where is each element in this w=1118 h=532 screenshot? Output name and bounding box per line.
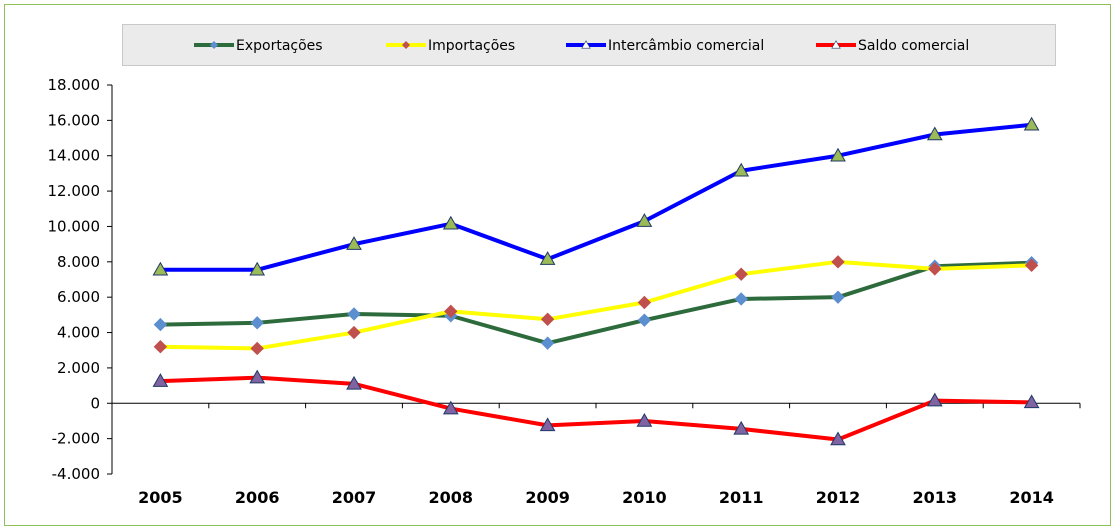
x-tick-label: 2006 <box>235 488 280 507</box>
plot-area <box>152 116 1040 446</box>
data-point-exportacoes <box>153 317 168 332</box>
data-point-exportacoes <box>637 313 652 327</box>
x-tick-label: 2007 <box>332 488 377 507</box>
x-tick-label: 2010 <box>622 488 667 507</box>
series-line-saldo-comercial <box>158 375 1034 442</box>
data-point-intercambio-comercial <box>152 261 169 276</box>
data-point-saldo-comercial <box>442 400 459 415</box>
y-tick-label: 16.000 <box>48 111 101 129</box>
chart-frame <box>4 4 1111 526</box>
y-tick-label: 4.000 <box>57 324 100 342</box>
x-tick-label: 2005 <box>138 488 183 507</box>
legend-item-importacoes: Importações <box>386 38 515 54</box>
y-tick-label: 8.000 <box>57 253 100 271</box>
series-line-exportacoes <box>158 260 1034 346</box>
legend-marker-exportacoes <box>209 40 219 50</box>
data-point-importacoes <box>734 267 748 281</box>
data-point-intercambio-comercial <box>733 162 750 177</box>
data-point-exportacoes <box>734 292 748 306</box>
data-point-saldo-comercial <box>926 392 943 407</box>
data-point-importacoes <box>540 312 555 326</box>
y-tick-label: -4.000 <box>52 465 100 483</box>
data-point-importacoes <box>444 304 458 319</box>
data-point-importacoes <box>347 325 361 340</box>
data-point-intercambio-comercial <box>1023 116 1040 131</box>
y-tick-label: 12.000 <box>48 182 101 200</box>
data-point-intercambio-comercial <box>926 126 943 141</box>
y-tick-label: -2.000 <box>52 430 100 448</box>
x-tick-label: 2012 <box>816 488 861 507</box>
legend-item-intercambio-comercial: Intercâmbio comercial <box>566 38 764 54</box>
series-intercambio-comercial <box>152 116 1040 276</box>
data-point-exportacoes <box>831 290 845 304</box>
x-tick-label: 2011 <box>719 488 764 507</box>
data-point-intercambio-comercial <box>346 236 362 250</box>
data-point-saldo-comercial <box>1023 394 1040 409</box>
x-tick-label: 2013 <box>913 488 958 507</box>
legend-marker-saldo-comercial <box>831 40 841 49</box>
data-point-saldo-comercial <box>539 417 556 432</box>
data-point-intercambio-comercial <box>249 261 266 276</box>
y-tick-label: 18.000 <box>48 76 101 94</box>
series-line-importacoes <box>158 259 1034 351</box>
data-point-importacoes <box>153 339 168 354</box>
data-point-importacoes <box>250 341 264 356</box>
data-point-intercambio-comercial <box>830 147 846 162</box>
legend-marker-intercambio-comercial <box>581 40 591 49</box>
data-point-saldo-comercial <box>346 375 362 390</box>
data-point-importacoes <box>831 255 845 269</box>
y-tick-label: 0 <box>90 394 100 412</box>
data-point-exportacoes <box>250 316 264 330</box>
data-point-saldo-comercial <box>830 431 846 446</box>
series-line-intercambio-comercial <box>158 122 1034 272</box>
data-point-saldo-comercial <box>249 369 266 384</box>
y-tick-label: 6.000 <box>57 288 100 306</box>
data-point-intercambio-comercial <box>636 213 653 227</box>
data-point-exportacoes <box>540 336 555 350</box>
x-axis: 2005 2006 2007 2008 2009 2010 2011 2012 2013 2014 <box>111 402 1081 507</box>
y-tick-label: 14.000 <box>48 147 101 165</box>
data-point-importacoes <box>637 295 652 310</box>
legend-item-exportacoes: Exportações <box>194 38 323 54</box>
x-tick-label: 2009 <box>525 488 570 507</box>
data-point-intercambio-comercial <box>539 251 556 265</box>
data-point-saldo-comercial <box>636 412 653 427</box>
data-point-saldo-comercial <box>733 420 750 435</box>
series-saldo-comercial <box>152 369 1040 446</box>
legend-label-intercambio-comercial: Intercâmbio comercial <box>608 38 764 54</box>
data-point-importacoes <box>928 262 942 276</box>
legend-marker-importacoes <box>401 40 411 50</box>
series-exportacoes <box>153 255 1039 350</box>
x-tick-label: 2014 <box>1009 488 1054 507</box>
series-importacoes <box>153 255 1039 356</box>
y-tick-label: 10.000 <box>48 217 101 235</box>
data-point-intercambio-comercial <box>442 215 459 230</box>
legend-label-importacoes: Importações <box>428 38 515 54</box>
x-tick-label: 2008 <box>429 488 474 507</box>
y-axis: -4.000 -2.000 0 2.000 4.000 6.000 8.000 10.000 1… <box>48 76 113 483</box>
y-tick-label: 2.000 <box>57 359 100 377</box>
legend-label-exportacoes: Exportações <box>236 38 323 54</box>
legend-item-saldo-comercial: Saldo comercial <box>816 38 969 54</box>
data-point-importacoes <box>1024 258 1039 273</box>
legend: Exportações Importações Intercâmbio comerc… <box>194 38 969 54</box>
data-point-saldo-comercial <box>152 373 169 387</box>
legend-label-saldo-comercial: Saldo comercial <box>858 38 969 54</box>
data-point-exportacoes <box>347 307 361 321</box>
